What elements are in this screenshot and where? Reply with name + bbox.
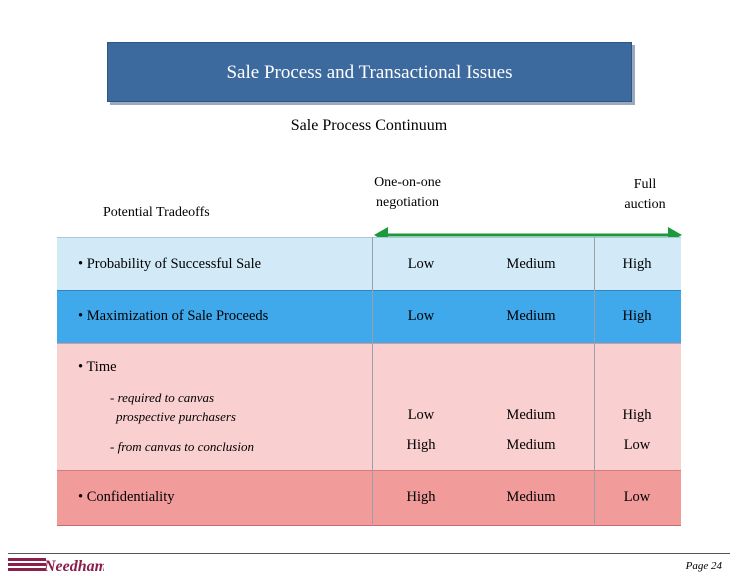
column-divider-2 — [594, 237, 595, 524]
row-label-canvas-to-conclusion: - from canvas to conclusion — [110, 439, 254, 454]
probability-low: Low — [407, 256, 435, 272]
title-banner: Sale Process and Transactional Issues — [107, 42, 632, 102]
required-line1: - required to canvas — [110, 390, 215, 405]
row-label-confidentiality: • Confidentiality — [78, 489, 175, 505]
header-one-on-one-line2: negotiation — [376, 195, 439, 210]
band-maximization — [57, 290, 681, 344]
page-number: Page 24 — [685, 560, 722, 572]
needham-logo: Needham — [8, 558, 104, 574]
conclusion-high: High — [406, 437, 436, 453]
confidentiality-high: High — [406, 489, 436, 505]
logo-text: Needham — [43, 558, 104, 574]
probability-medium: Medium — [506, 256, 556, 272]
confidentiality-medium: Medium — [506, 489, 556, 505]
maximization-low: Low — [407, 308, 435, 324]
conclusion-low: Low — [623, 437, 651, 453]
required-low: Low — [407, 407, 435, 423]
conclusion-medium: Medium — [506, 437, 556, 453]
row-label-time: • Time — [78, 359, 117, 375]
maximization-high: High — [622, 308, 652, 324]
column-divider-1 — [372, 237, 373, 524]
required-high: High — [622, 407, 652, 423]
maximization-medium: Medium — [506, 308, 556, 324]
header-full-auction: Full auction — [605, 175, 685, 215]
probability-high: High — [622, 256, 652, 272]
header-full-line2: auction — [624, 197, 666, 212]
footer-divider — [8, 553, 730, 554]
subtitle: Sale Process Continuum — [290, 117, 448, 134]
header-full-line1: Full — [633, 177, 657, 192]
band-time — [57, 343, 681, 471]
band-confidentiality — [57, 470, 681, 526]
band-probability — [57, 237, 681, 291]
page-title: Sale Process and Transactional Issues — [226, 62, 513, 83]
header-one-on-one-line1: One-on-one — [374, 175, 441, 190]
confidentiality-low: Low — [623, 489, 651, 505]
required-line2: prospective purchasers — [116, 409, 236, 424]
header-potential-tradeoffs: Potential Tradeoffs — [103, 205, 210, 220]
required-medium: Medium — [506, 407, 556, 423]
row-label-probability: • Probability of Successful Sale — [78, 256, 262, 272]
header-one-on-one: One-on-one negotiation — [350, 173, 465, 213]
row-label-required-to-canvas: - required to canvas prospective purchas… — [110, 388, 236, 426]
row-label-maximization: • Maximization of Sale Proceeds — [78, 308, 269, 324]
